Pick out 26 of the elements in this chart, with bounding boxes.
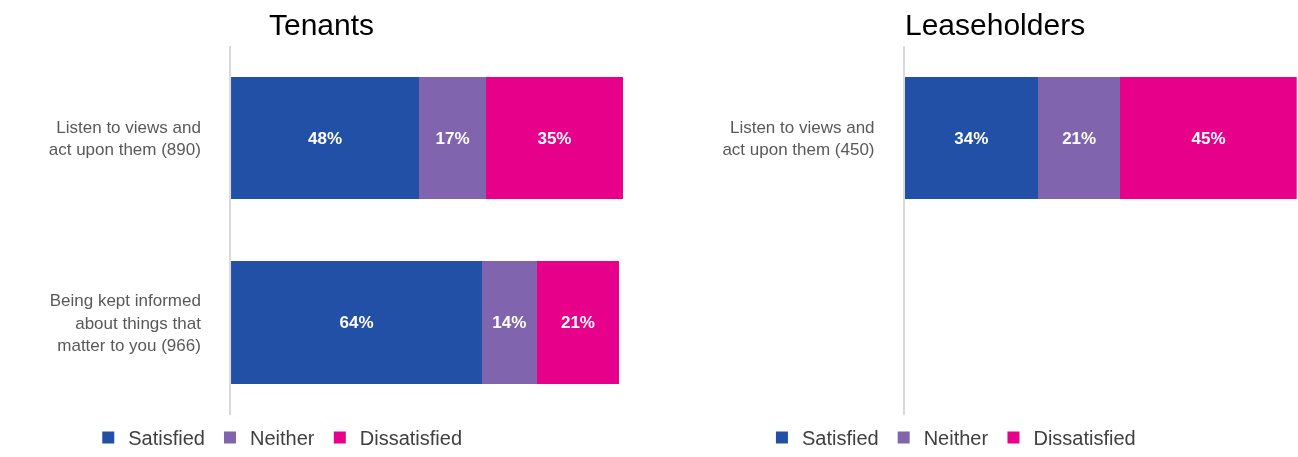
bar (231, 261, 482, 385)
legend-label: Dissatisfied (359, 427, 463, 450)
bar (485, 76, 624, 200)
data-label: 21% (1062, 128, 1097, 148)
legend-label: Neither (249, 427, 315, 450)
chart-title: Tenants (269, 8, 375, 41)
legend-label: Satisfied (128, 427, 205, 450)
y-tick-label: Being kept informed about things that matter to you (966) (49, 291, 202, 355)
data-label: 64% (339, 313, 374, 333)
data-label: 14% (492, 313, 527, 333)
legend-label: Dissatisfied (1033, 427, 1136, 450)
chart-title: Leaseholders (905, 8, 1086, 41)
bar (419, 76, 486, 200)
data-label: 35% (537, 128, 572, 148)
data-label: 21% (560, 313, 595, 333)
data-label: 45% (1191, 128, 1226, 148)
bar (536, 261, 620, 385)
legend-label: Satisfied (801, 427, 879, 450)
bar (231, 76, 420, 200)
bar (481, 261, 537, 385)
legend-label: Neither (923, 427, 989, 450)
data-label: 34% (954, 128, 989, 148)
y-tick-label: Listen to views and act upon them (890) (48, 117, 201, 160)
data-label: 48% (308, 128, 343, 148)
y-tick-label: Listen to views and act upon them (450) (722, 117, 875, 160)
data-label: 17% (435, 128, 470, 148)
